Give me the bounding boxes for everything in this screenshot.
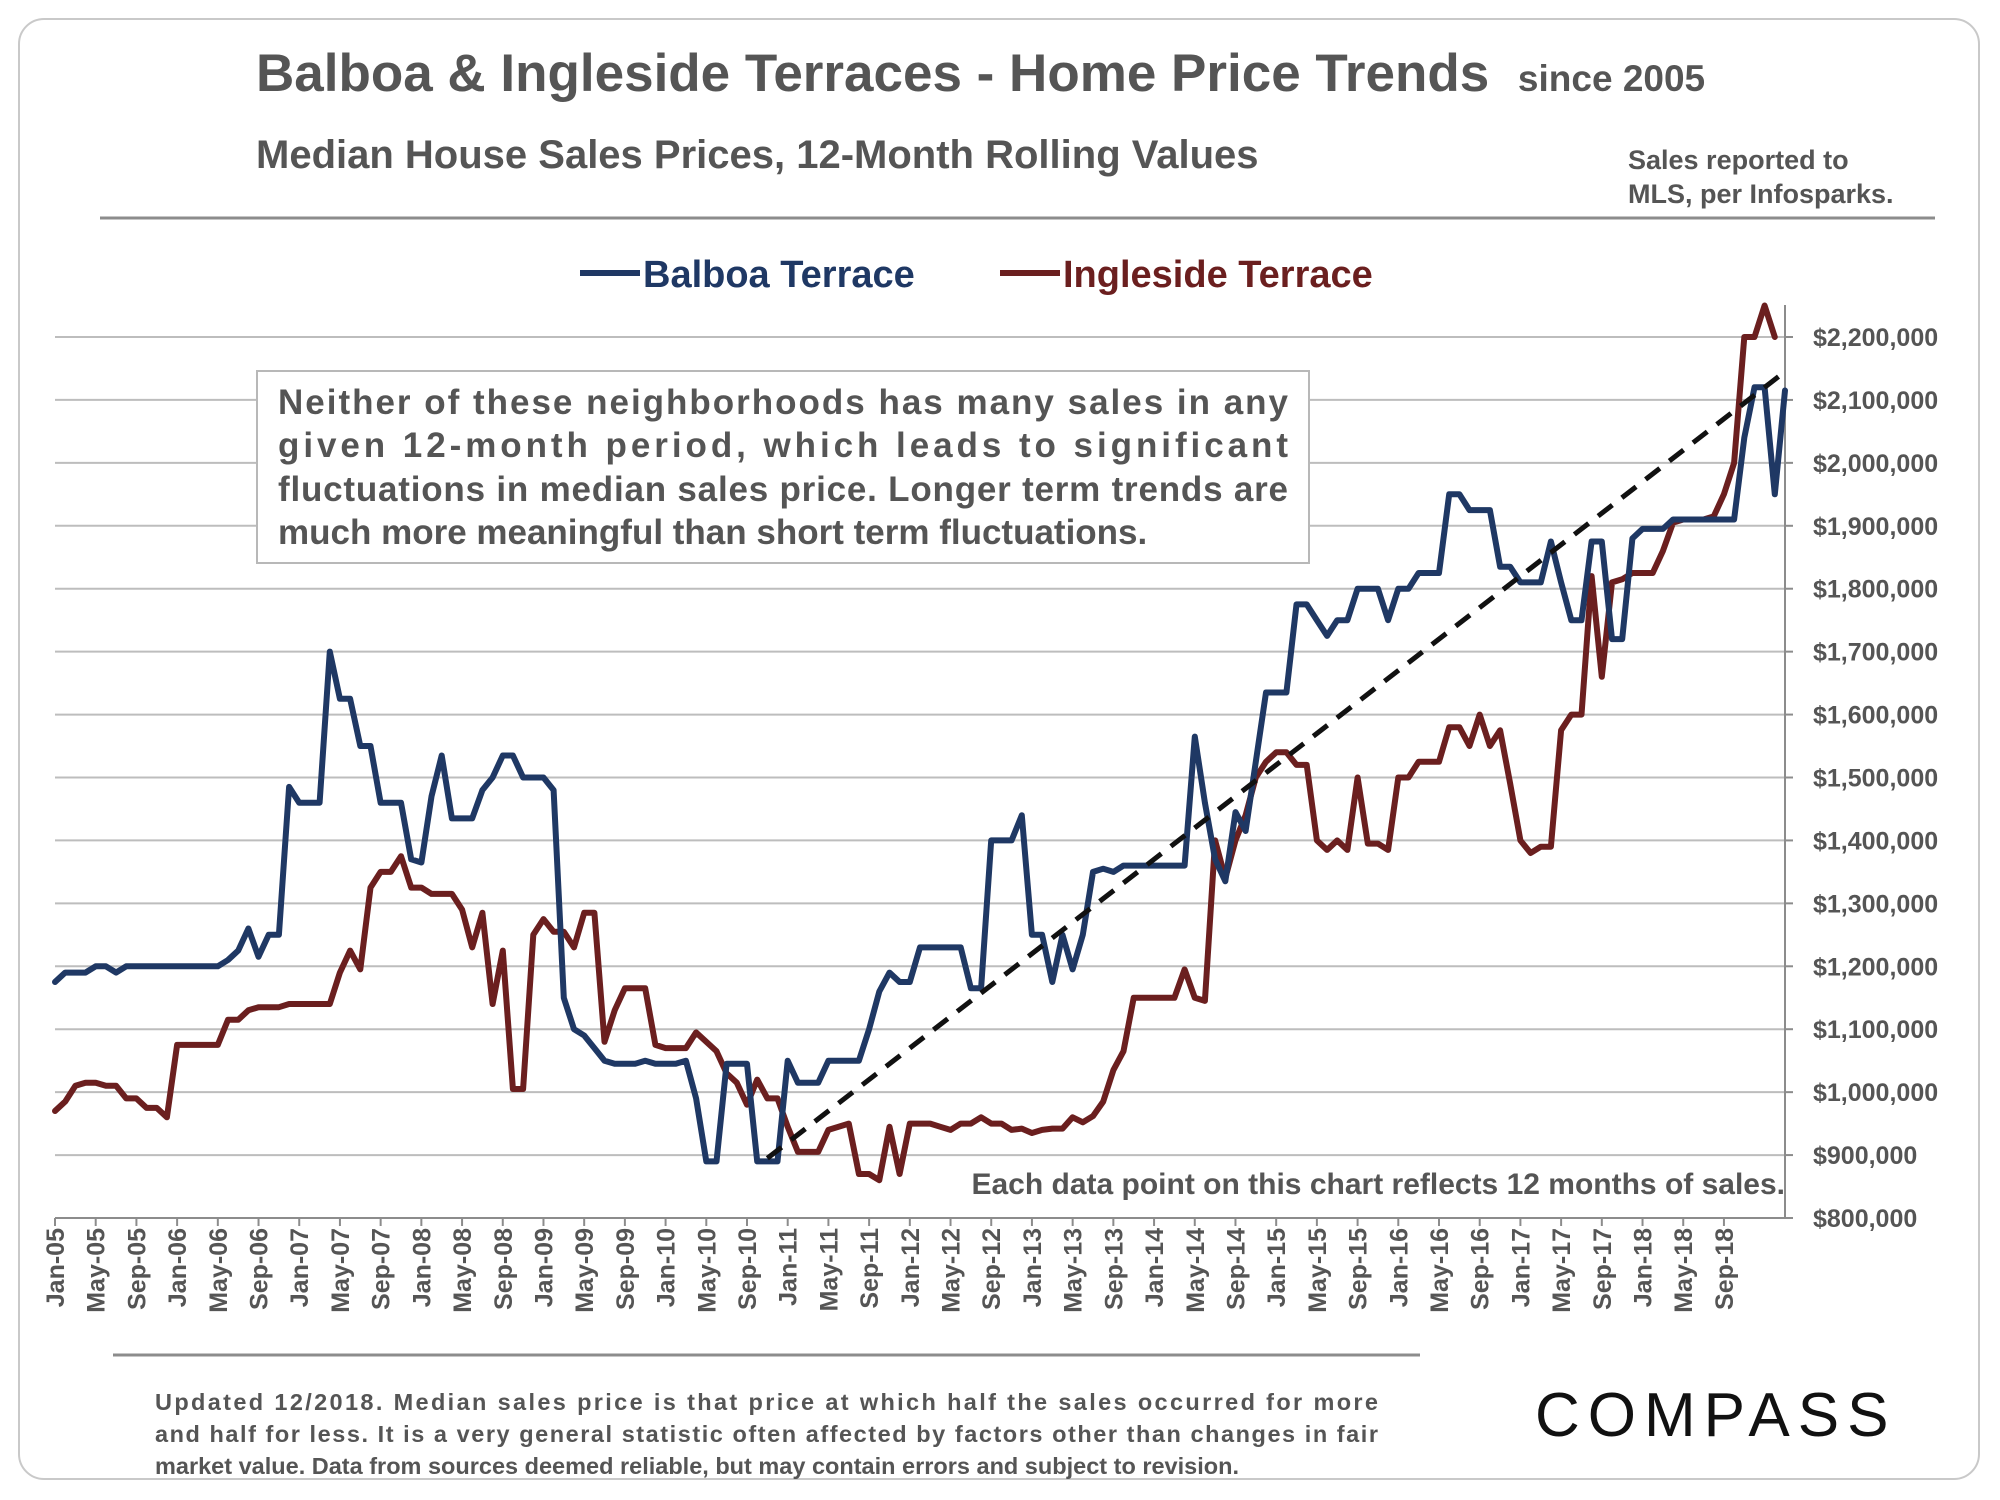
chart-frame: [18, 18, 1980, 1480]
y-tick-label: $1,600,000: [1813, 702, 1938, 730]
x-tick-label: May-09: [571, 1228, 599, 1313]
source-note-line1: Sales reported to: [1628, 145, 1849, 175]
x-tick-label: May-05: [83, 1228, 111, 1313]
x-tick-label: Sep-14: [1222, 1228, 1250, 1310]
trendline-group: [765, 369, 1787, 1161]
trendline: [765, 369, 1787, 1161]
y-tick-label: $1,300,000: [1813, 890, 1938, 918]
x-tick-label: May-06: [205, 1228, 233, 1313]
series-lines: [52, 302, 1788, 1184]
x-tick-label: May-10: [693, 1228, 721, 1313]
x-tick-label: May-13: [1060, 1228, 1088, 1313]
x-tick-label: May-15: [1304, 1228, 1332, 1313]
footer-line-1: Updated 12/2018. Median sales price is t…: [155, 1389, 1378, 1415]
x-tick-label: Sep-09: [612, 1228, 640, 1310]
y-tick-label: $1,100,000: [1813, 1016, 1938, 1044]
info-box: Neither of these neighborhoods has many …: [256, 370, 1310, 564]
y-tick-label: $900,000: [1813, 1142, 1917, 1170]
x-tick-label: Jan-07: [286, 1228, 314, 1307]
x-tick-label: Sep-18: [1711, 1228, 1739, 1310]
y-tick-label: $1,500,000: [1813, 765, 1938, 793]
info-box-line-4: much more meaningful than short term flu…: [278, 513, 1147, 552]
footer-line-3: market value. Data from sources deemed r…: [155, 1453, 1239, 1479]
y-tick-label: $1,700,000: [1813, 639, 1938, 667]
y-tick-label: $800,000: [1813, 1205, 1917, 1233]
legend: Balboa Terrace Ingleside Terrace: [580, 254, 1373, 296]
y-tick-label: $1,900,000: [1813, 513, 1938, 541]
x-tick-label: Sep-16: [1467, 1228, 1495, 1310]
x-tick-label: Jan-18: [1630, 1228, 1658, 1307]
bottom-annotation: Each data point on this chart reflects 1…: [971, 1168, 1785, 1201]
chart-title-main: Balboa & Ingleside Terraces - Home Price…: [256, 44, 1489, 103]
chart-title-suffix: since 2005: [1518, 58, 1705, 99]
y-tick-label: $1,800,000: [1813, 576, 1938, 604]
y-tick-label: $2,000,000: [1813, 450, 1938, 478]
x-tick-label: Jan-12: [897, 1228, 925, 1307]
x-tick-label: May-08: [449, 1228, 477, 1313]
y-tick-label: $1,200,000: [1813, 953, 1938, 981]
legend-label-ingleside: Ingleside Terrace: [1063, 254, 1373, 296]
info-box-line-1: Neither of these neighborhoods has many …: [278, 383, 1289, 422]
x-tick-label: May-16: [1426, 1228, 1454, 1313]
x-tick-label: Jan-17: [1507, 1228, 1535, 1307]
x-tick-label: May-12: [938, 1228, 966, 1313]
x-tick-label: May-11: [815, 1228, 843, 1311]
x-tick-label: Sep-08: [490, 1228, 518, 1310]
chart-title: Balboa & Ingleside Terraces - Home Price…: [256, 44, 1705, 103]
info-box-border: [256, 370, 1310, 564]
series-line-ingleside: [52, 302, 1778, 1184]
x-tick-label: Sep-07: [368, 1228, 396, 1310]
legend-label-balboa: Balboa Terrace: [643, 254, 915, 296]
info-box-line-3: fluctuations in median sales price. Long…: [278, 470, 1288, 509]
footer-line-2: and half for less. It is a very general …: [155, 1421, 1378, 1447]
x-tick-label: Sep-11: [856, 1228, 884, 1309]
info-box-line-2: given 12-month period, which leads to si…: [278, 426, 1288, 465]
x-tick-label: Sep-10: [734, 1228, 762, 1310]
x-tick-label: Sep-17: [1589, 1228, 1617, 1310]
x-tick-label: Sep-13: [1100, 1228, 1128, 1310]
x-tick-label: Jan-16: [1385, 1228, 1413, 1307]
y-tick-label: $1,000,000: [1813, 1079, 1938, 1107]
x-tick-label: May-17: [1548, 1228, 1576, 1313]
x-tick-label: Sep-15: [1345, 1228, 1373, 1310]
x-tick-label: Jan-06: [164, 1228, 192, 1307]
source-note-line2: MLS, per Infosparks.: [1628, 179, 1894, 209]
compass-logo: COMPASS: [1535, 1381, 1896, 1450]
x-tick-label: Jan-14: [1141, 1228, 1169, 1307]
x-tick-label: Jan-15: [1263, 1228, 1291, 1307]
x-tick-label: Jan-10: [653, 1228, 681, 1307]
x-tick-label: Sep-06: [246, 1228, 274, 1310]
chart-subtitle: Median House Sales Prices, 12-Month Roll…: [256, 133, 1259, 177]
y-tick-label: $2,100,000: [1813, 387, 1938, 415]
y-axis-tick-labels: $800,000 $900,000 $1,000,000 $1,100,000 $1,2…: [1813, 324, 1938, 1233]
x-tick-label: May-14: [1182, 1228, 1210, 1313]
series-line-balboa: [52, 384, 1788, 1165]
axes: [54, 305, 1786, 1226]
x-tick-label: May-07: [327, 1228, 355, 1313]
x-tick-label: Jan-08: [408, 1228, 436, 1307]
y-tick-label: $1,400,000: [1813, 827, 1938, 855]
x-tick-label: Jan-09: [530, 1228, 558, 1307]
x-tick-label: Jan-11: [775, 1228, 803, 1306]
x-tick-label: Jan-13: [1019, 1228, 1047, 1307]
x-tick-label: Sep-05: [123, 1228, 151, 1310]
x-tick-label: Jan-05: [42, 1228, 70, 1307]
x-axis-tick-labels: Jan-05 May-05 Sep-05 Jan-06 May-06 Sep-06 Jan-…: [42, 1228, 1739, 1313]
compass-logo-text: COMPASS: [1535, 1381, 1896, 1450]
x-tick-label: Sep-12: [978, 1228, 1006, 1310]
x-tick-label: May-18: [1670, 1228, 1698, 1313]
y-tick-label: $2,200,000: [1813, 324, 1938, 352]
